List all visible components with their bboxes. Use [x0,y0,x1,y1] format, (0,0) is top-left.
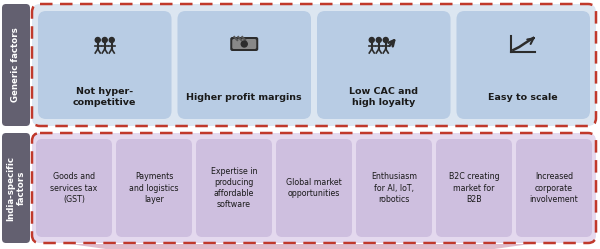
FancyBboxPatch shape [230,37,258,51]
Circle shape [102,38,107,43]
Text: Low CAC and
high loyalty: Low CAC and high loyalty [349,87,418,107]
Text: Increased
corporate
involvement: Increased corporate involvement [530,172,578,204]
FancyBboxPatch shape [436,139,512,237]
Circle shape [241,41,247,47]
FancyBboxPatch shape [32,133,596,243]
FancyBboxPatch shape [38,11,172,119]
Circle shape [109,38,114,43]
Text: India-specific
factors: India-specific factors [6,155,26,221]
Text: Goods and
services tax
(GST): Goods and services tax (GST) [50,172,98,204]
Text: Higher profit margins: Higher profit margins [187,92,302,102]
FancyBboxPatch shape [276,139,352,237]
FancyBboxPatch shape [356,139,432,237]
Circle shape [369,38,374,43]
FancyBboxPatch shape [317,11,451,119]
FancyBboxPatch shape [32,4,596,126]
FancyBboxPatch shape [457,11,590,119]
Text: Payments
and logistics
layer: Payments and logistics layer [129,172,179,204]
FancyBboxPatch shape [516,139,592,237]
Text: Global market
opportunities: Global market opportunities [286,178,342,198]
Text: Not hyper-
competitive: Not hyper- competitive [73,87,136,107]
Circle shape [383,38,388,43]
Circle shape [95,38,100,43]
Circle shape [376,38,381,43]
Text: Enthusiasm
for AI, IoT,
robotics: Enthusiasm for AI, IoT, robotics [371,172,417,204]
FancyBboxPatch shape [2,133,30,243]
Text: Generic factors: Generic factors [11,28,20,102]
Text: B2C creating
market for
B2B: B2C creating market for B2B [449,172,499,204]
FancyBboxPatch shape [2,4,30,126]
FancyBboxPatch shape [116,139,192,237]
Text: Expertise in
producing
affordable
software: Expertise in producing affordable softwa… [211,167,257,209]
FancyBboxPatch shape [178,11,311,119]
FancyBboxPatch shape [36,139,112,237]
FancyBboxPatch shape [196,139,272,237]
FancyBboxPatch shape [232,39,256,49]
Text: Easy to scale: Easy to scale [488,92,558,102]
Polygon shape [70,244,530,249]
